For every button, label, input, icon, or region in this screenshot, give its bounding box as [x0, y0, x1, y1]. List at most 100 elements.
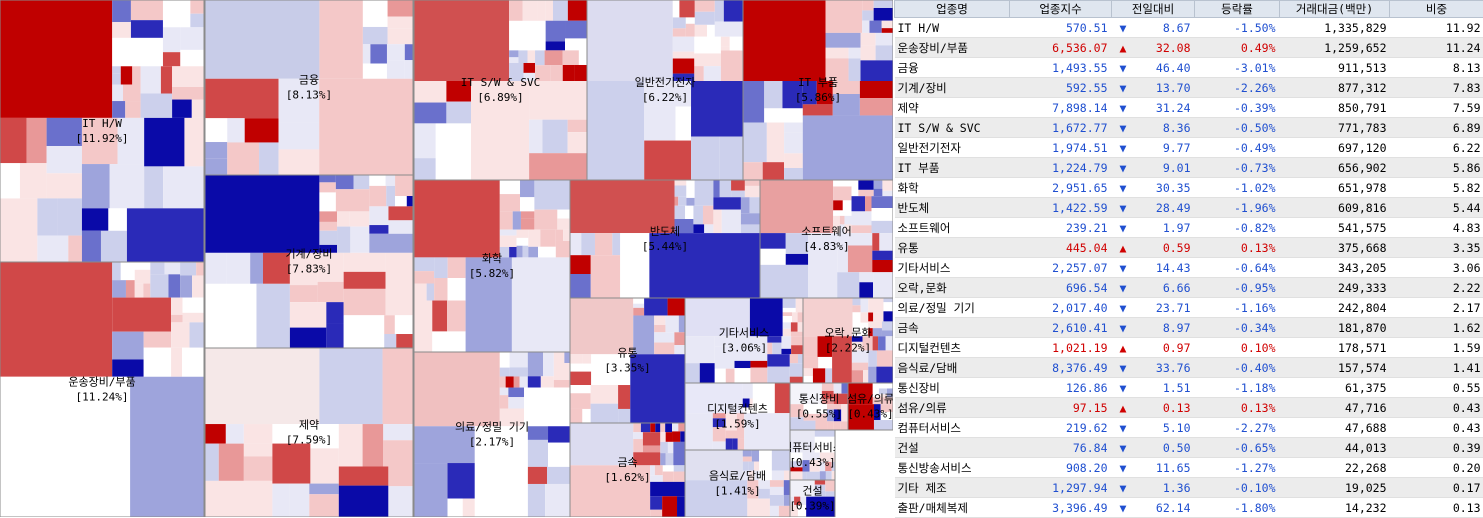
- tile: [168, 274, 180, 297]
- tile: [798, 312, 803, 322]
- tile: [678, 423, 685, 431]
- table-cell: 771,783: [1280, 118, 1390, 138]
- tile: [339, 424, 363, 466]
- tile: [130, 377, 204, 517]
- tile: [554, 352, 565, 363]
- table-cell: 9.01: [1132, 158, 1195, 178]
- sector-name: 유통: [617, 347, 637, 360]
- tile: [859, 272, 873, 282]
- table-cell: 850,791: [1280, 98, 1390, 118]
- tile: [344, 253, 386, 272]
- table-cell: 0.13%: [1195, 238, 1280, 258]
- tile: [674, 472, 685, 482]
- tile: [387, 44, 405, 60]
- table-cell: 6,536.07: [1010, 38, 1112, 58]
- tile: [337, 211, 349, 226]
- table-cell: 8.13: [1390, 58, 1483, 78]
- tile: [127, 208, 204, 262]
- tile: [695, 189, 714, 206]
- tile: [509, 247, 516, 257]
- tile: [388, 206, 413, 220]
- table-cell: 섬유/의류: [895, 398, 1010, 418]
- tile: [781, 349, 791, 354]
- tile: [144, 332, 171, 348]
- tile: [375, 64, 387, 79]
- table-cell: -0.95%: [1195, 278, 1280, 298]
- table-cell: ▼: [1112, 378, 1132, 398]
- tile: [47, 146, 82, 173]
- tile: [853, 305, 861, 312]
- tile: [344, 289, 386, 315]
- tile: [784, 122, 803, 132]
- table-cell: 1,021.19: [1010, 338, 1112, 358]
- tile: [859, 282, 873, 298]
- tile: [693, 206, 703, 225]
- table-cell: -1.80%: [1195, 498, 1280, 518]
- tile: [336, 175, 354, 189]
- tile: [743, 122, 767, 162]
- tile: [548, 426, 570, 442]
- tile: [570, 393, 591, 409]
- tile: [395, 175, 413, 196]
- table-cell: -0.65%: [1195, 438, 1280, 458]
- tile: [349, 211, 369, 226]
- table-cell: 디지털컨텐츠: [895, 338, 1010, 358]
- tile: [112, 66, 121, 74]
- table-cell: 1,422.59: [1010, 198, 1112, 218]
- column-header: 전일대비: [1112, 1, 1195, 18]
- tile: [568, 120, 587, 132]
- tile: [783, 308, 796, 312]
- tile: [853, 312, 861, 322]
- tile: [872, 233, 879, 251]
- tile: [112, 0, 131, 22]
- tile: [369, 206, 388, 225]
- tile: [872, 260, 893, 272]
- sector-name: 컴퓨터서비스: [782, 441, 843, 454]
- sector-share: [6.89%]: [477, 91, 523, 104]
- tile: [612, 233, 620, 255]
- table-cell: 0.20: [1390, 458, 1483, 478]
- tile: [447, 301, 465, 332]
- tile: [500, 388, 509, 396]
- tile: [760, 249, 786, 265]
- table-cell: -1.16%: [1195, 298, 1280, 318]
- tile: [542, 120, 567, 153]
- table-cell: 2.22: [1390, 278, 1483, 298]
- tile: [434, 257, 448, 278]
- table-cell: 911,513: [1280, 58, 1390, 78]
- tile: [767, 354, 789, 366]
- tile: [570, 274, 591, 298]
- tile: [570, 364, 591, 372]
- tile: [500, 395, 509, 408]
- table-cell: -1.27%: [1195, 458, 1280, 478]
- tile: [660, 423, 665, 432]
- tile: [509, 0, 522, 21]
- tile: [618, 385, 630, 409]
- tile: [784, 153, 803, 168]
- tile: [414, 0, 509, 81]
- tile: [807, 472, 815, 480]
- table-cell: ▲: [1112, 398, 1132, 418]
- table-cell: 592.55: [1010, 78, 1112, 98]
- tile: [666, 453, 674, 465]
- table-cell: 오락,문화: [895, 278, 1010, 298]
- tile: [547, 467, 570, 484]
- tile: [767, 343, 772, 354]
- tile: [414, 257, 434, 271]
- tile: [695, 180, 714, 189]
- table-cell: 570.51: [1010, 18, 1112, 38]
- tile: [672, 431, 680, 441]
- tile: [125, 101, 140, 118]
- table-cell: 46.40: [1132, 58, 1195, 78]
- tile: [205, 311, 256, 348]
- tile: [363, 27, 375, 44]
- tile: [205, 424, 226, 444]
- tile: [784, 480, 790, 495]
- tile: [735, 368, 751, 383]
- tile: [871, 221, 893, 233]
- tile: [414, 352, 500, 426]
- tile: [517, 246, 523, 258]
- tile: [783, 322, 791, 328]
